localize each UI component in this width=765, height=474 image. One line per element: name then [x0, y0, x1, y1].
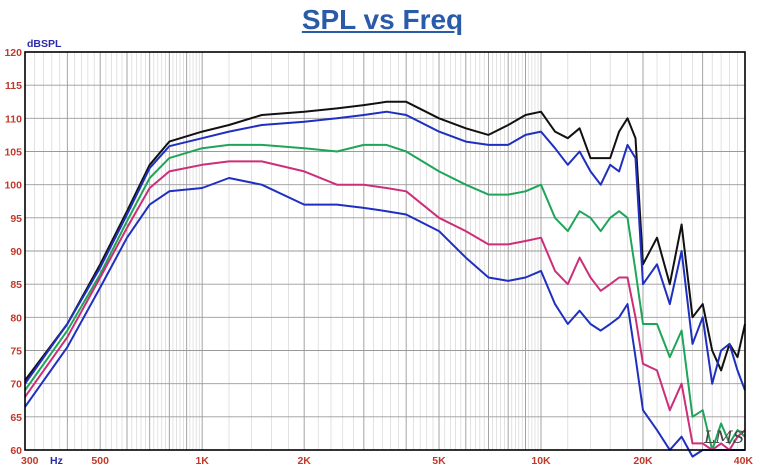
y-tick-label: 85 [10, 279, 22, 291]
y-tick-label: 60 [10, 445, 22, 457]
y-tick-label: 100 [4, 180, 22, 192]
series-line-3 [24, 143, 746, 451]
grid [25, 51, 745, 451]
x-axis-unit: Hz [50, 455, 63, 467]
y-tick-label: 110 [5, 113, 22, 125]
x-tick-label: 10K [531, 455, 551, 467]
y-tick-label: 65 [10, 412, 22, 424]
x-tick-label: 500 [91, 455, 109, 467]
y-axis-label: dBSPL [27, 38, 62, 50]
y-tick-label: 95 [10, 213, 22, 225]
y-tick-label: 90 [10, 246, 22, 258]
y-tick-label: 105 [4, 147, 22, 159]
y-tick-label: 120 [4, 47, 22, 59]
plot-frame [24, 51, 746, 451]
y-tick-label: 75 [10, 346, 22, 358]
chart-title: SPL vs Freq [301, 4, 464, 35]
x-tick-label: 5K [432, 455, 446, 467]
series-line-1 [24, 100, 746, 381]
x-tick-label: 2K [297, 455, 311, 467]
x-tick-labels: 300 500 1K 2K 5K 10K 20K 40K [21, 455, 753, 467]
x-tick-label: 20K [633, 455, 653, 467]
x-tick-label: 40K [734, 455, 754, 467]
y-tick-label: 70 [10, 379, 22, 391]
watermark: LMS [703, 428, 744, 448]
x-tick-label: 1K [195, 455, 209, 467]
y-tick-label: 80 [10, 312, 22, 324]
series-line-2 [24, 110, 746, 391]
y-tick-label: 115 [5, 80, 22, 92]
series-line-5 [24, 177, 745, 458]
series-line-4 [24, 160, 746, 451]
x-tick-label: 300 [21, 455, 39, 467]
y-tick-labels: 60 65 70 75 80 85 90 95 100 105 110 115 120 [4, 47, 22, 457]
series-lines [24, 100, 746, 458]
